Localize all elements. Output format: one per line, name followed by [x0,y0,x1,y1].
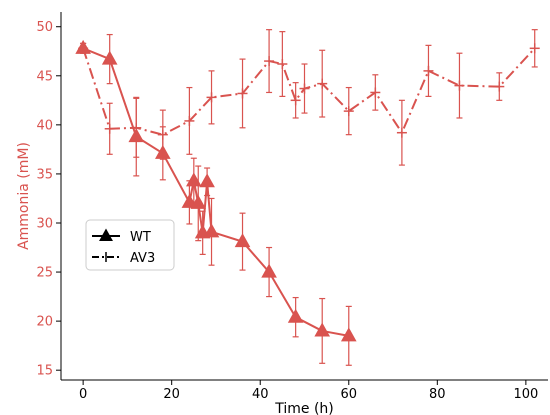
data-point [78,43,89,54]
data-point [314,322,331,337]
legend: WT AV3 [85,219,175,271]
x-tick-label: 100 [513,387,538,402]
series-wt [75,33,357,366]
legend-label: WT [130,230,151,245]
x-tick-label: 20 [163,387,180,402]
y-tick-label: 35 [36,167,53,182]
x-axis-label: Time (h) [274,401,334,415]
y-tick-label: 50 [36,20,53,35]
y-tick-label: 30 [36,216,53,231]
data-point [157,129,168,140]
data-point [234,233,251,248]
data-point [104,123,115,134]
series-line [82,47,536,136]
series-layer [75,29,540,366]
data-point [529,43,540,54]
data-point [423,65,434,76]
data-point [454,80,465,91]
data-point [261,263,277,278]
data-point [184,115,195,126]
y-axis-label: Ammonia (mM) [16,142,32,250]
data-point [131,122,142,133]
x-tick-label: 40 [252,387,269,402]
data-point [396,127,407,138]
y-tick-label: 20 [36,315,53,330]
data-point [494,81,505,92]
data-point [299,83,310,94]
series-av3 [78,29,540,166]
x-tick-label: 60 [340,387,357,402]
data-point [190,194,207,209]
data-point [277,59,288,70]
x-tick-label: 0 [79,387,87,402]
data-point [237,88,248,99]
data-point [317,78,328,89]
data-point [181,193,198,208]
x-tick-label: 80 [429,387,446,402]
axes: 0 20 40 60 80 100 15 20 25 30 35 40 45 50 [36,12,548,402]
data-point [343,106,354,117]
data-point [199,173,215,188]
data-point [290,95,301,106]
data-point [186,172,202,187]
data-point [340,327,357,342]
legend-label: AV3 [130,251,155,266]
y-tick-label: 40 [36,118,53,133]
series-line [82,47,349,337]
y-tick-label: 15 [36,364,53,379]
data-point [264,56,275,67]
legend-item-wt: WT [92,228,151,245]
y-tick-label: 45 [36,69,53,84]
data-point [287,308,304,323]
legend-marker [99,228,113,242]
data-point [203,223,220,238]
legend-item-av3: AV3 [92,251,155,266]
data-point [206,92,217,103]
y-tick-label: 25 [36,266,53,281]
data-point [101,50,118,65]
data-point [370,87,381,98]
